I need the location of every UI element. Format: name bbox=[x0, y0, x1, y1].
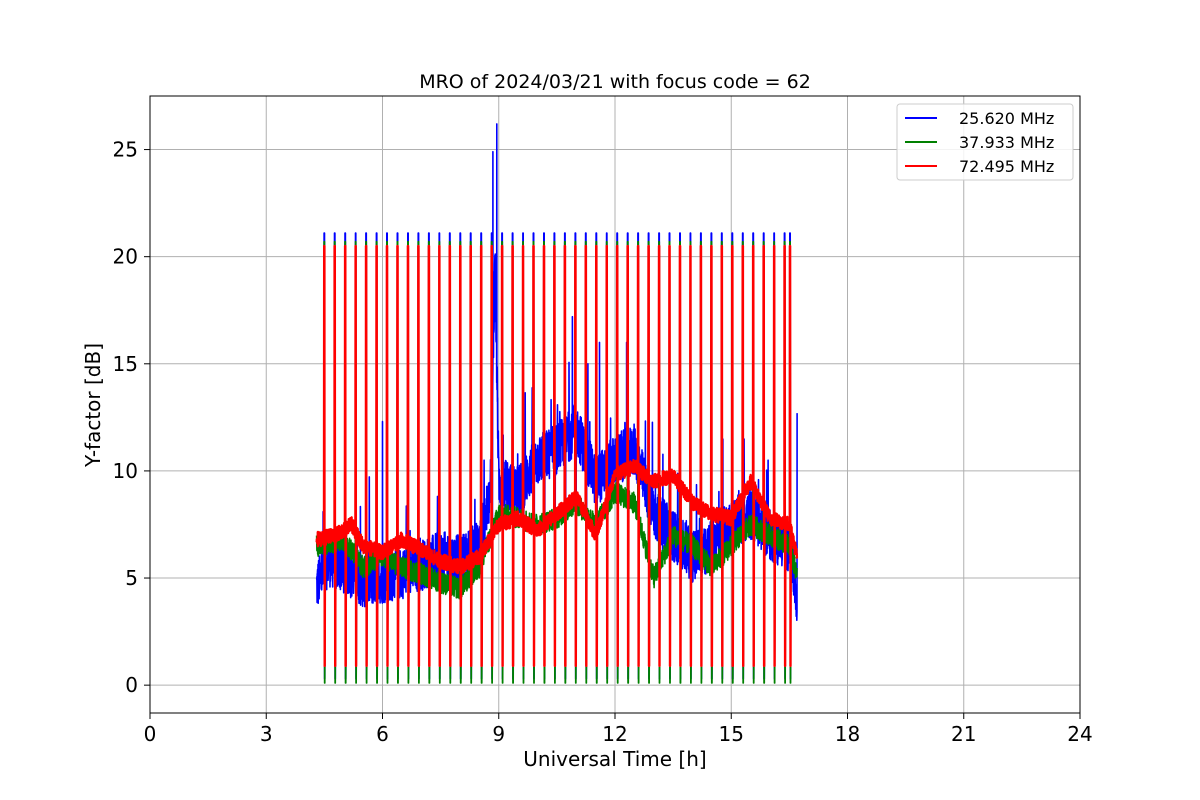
x-tick-label: 24 bbox=[1067, 722, 1092, 746]
chart-title: MRO of 2024/03/21 with focus code = 62 bbox=[419, 71, 811, 93]
legend-label: 37.933 MHz bbox=[959, 133, 1054, 152]
series-3 bbox=[315, 244, 799, 667]
y-tick-label: 0 bbox=[125, 673, 138, 697]
legend: 25.620 MHz 37.933 MHz 72.495 MHz bbox=[896, 103, 1074, 181]
y-axis-label: Y-factor [dB] bbox=[81, 343, 105, 468]
y-tick-label: 15 bbox=[113, 352, 138, 376]
x-tick-label: 6 bbox=[376, 722, 389, 746]
x-axis-label: Universal Time [h] bbox=[523, 747, 706, 771]
y-axis: 0 5 10 15 20 25 bbox=[113, 138, 150, 697]
series-2 bbox=[315, 240, 798, 684]
y-tick-label: 5 bbox=[125, 566, 138, 590]
series-line-2 bbox=[315, 240, 798, 684]
x-tick-label: 0 bbox=[144, 722, 157, 746]
x-tick-label: 3 bbox=[260, 722, 273, 746]
x-tick-label: 21 bbox=[951, 722, 976, 746]
x-tick-label: 18 bbox=[835, 722, 860, 746]
legend-label: 72.495 MHz bbox=[959, 157, 1054, 176]
x-tick-label: 12 bbox=[602, 722, 627, 746]
x-axis: 0 3 6 9 12 15 18 21 24 bbox=[144, 713, 1093, 746]
y-tick-label: 20 bbox=[113, 245, 138, 269]
y-tick-label: 25 bbox=[113, 138, 138, 162]
legend-label: 25.620 MHz bbox=[959, 109, 1054, 128]
series-line-3 bbox=[315, 244, 799, 667]
x-tick-label: 9 bbox=[492, 722, 505, 746]
x-tick-label: 15 bbox=[719, 722, 744, 746]
plot-area bbox=[315, 123, 799, 684]
legend-box bbox=[896, 103, 1074, 181]
y-tick-label: 10 bbox=[113, 459, 138, 483]
